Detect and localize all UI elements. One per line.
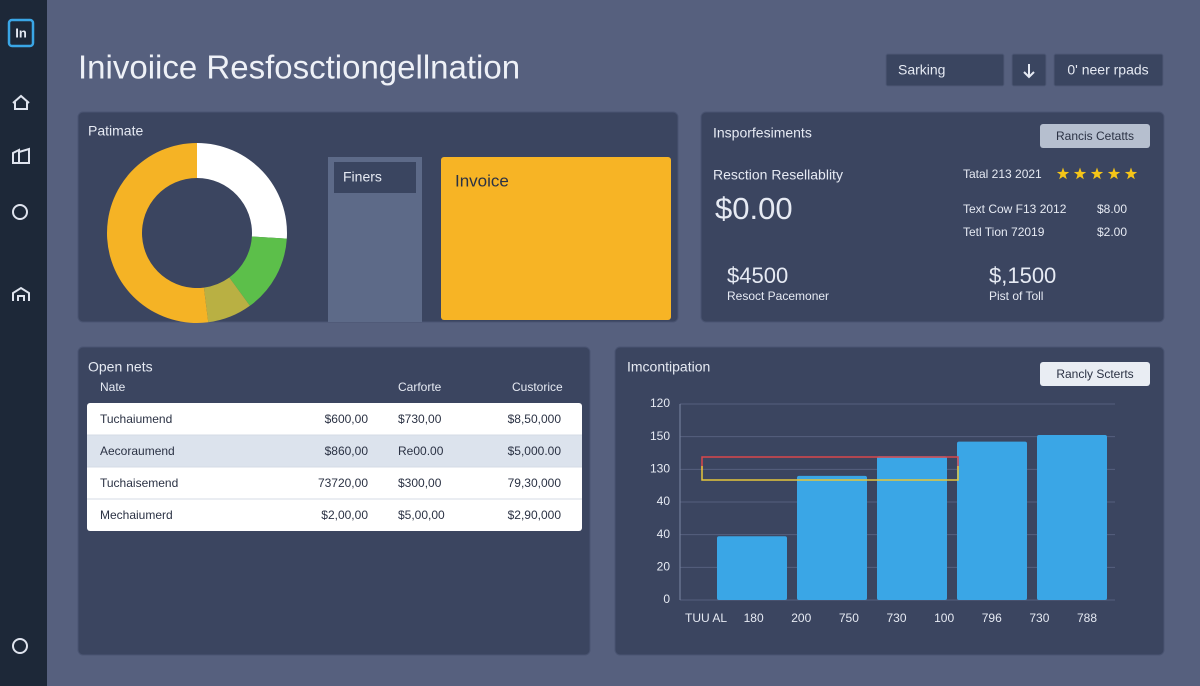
tab-text: Finers [343, 169, 382, 185]
help-icon[interactable] [12, 638, 28, 654]
chart-title: Imcontipation [627, 359, 710, 375]
summary-button-text: Rancis Cetatts [1056, 129, 1134, 143]
reports-icon[interactable] [12, 147, 30, 164]
cell: $860,00 [325, 444, 369, 458]
table-title: Open nets [88, 359, 153, 375]
overlay-line [701, 466, 959, 481]
cell: Tuchaisemend [100, 476, 178, 490]
cell: Aecoraumend [100, 444, 175, 458]
search-box[interactable] [885, 53, 1005, 87]
cell: $8,50,000 [508, 412, 562, 426]
y-tick-label: 120 [650, 396, 670, 410]
cell: $5,00,00 [398, 508, 445, 522]
cell: $600,00 [325, 412, 369, 426]
bar [957, 441, 1027, 600]
bar [1037, 435, 1107, 600]
time-icon[interactable] [12, 204, 28, 220]
y-tick-label: 150 [650, 429, 670, 443]
cell: 79,30,000 [508, 476, 562, 490]
summary-title: Insporfesiments [713, 125, 812, 141]
stat-label: Resoct Pacemoner [727, 289, 829, 303]
cell: 73720,00 [318, 476, 368, 490]
x-tick-label: 100 [934, 611, 954, 625]
action-button[interactable] [1053, 53, 1164, 87]
y-tick-label: 20 [657, 560, 671, 574]
column-header: Custorice [512, 380, 563, 394]
donut-segment [229, 236, 287, 306]
star [1090, 167, 1104, 180]
y-tick-label: 130 [650, 462, 670, 476]
stat-label: Pist of Toll [989, 289, 1043, 303]
invoice-card-title: Invoice [455, 171, 509, 190]
donut-segment [107, 143, 209, 323]
summary-line-value: $2.00 [1097, 225, 1127, 239]
star [1073, 167, 1087, 180]
donut-segment [203, 277, 250, 323]
column-header: Carforte [398, 380, 442, 394]
stat-value: $4500 [727, 263, 788, 288]
page-title: Inivoiice Resfosctiongellnation [78, 49, 520, 86]
cell: Tuchaiumend [100, 412, 172, 426]
cell: $5,000.00 [508, 444, 562, 458]
summary-panel [700, 111, 1165, 323]
summary-button[interactable] [1040, 124, 1150, 148]
column-header: Nate [100, 380, 126, 394]
logo: In [15, 25, 27, 40]
star [1056, 167, 1070, 180]
bar-chart: 0 20 40 40 130 150 120 TUU AL 180 200 750 730 100 796… [650, 396, 1115, 625]
chart-button-text: Rancly Scterts [1056, 367, 1133, 381]
bar [797, 475, 867, 600]
y-tick-label: 0 [663, 592, 670, 606]
summary-line-label: Tetl Tion 72019 [963, 225, 1045, 239]
x-tick-label: 750 [839, 611, 859, 625]
x-tick-label: 180 [744, 611, 764, 625]
action-text: 0' neer rpads [1067, 62, 1148, 78]
logo-box[interactable] [7, 18, 35, 48]
bar [717, 536, 787, 600]
sidebar [0, 0, 47, 686]
x-tick-label: 796 [982, 611, 1002, 625]
overview-title: Patimate [88, 123, 143, 139]
summary-line-value: $8.00 [1097, 202, 1127, 216]
bar [877, 456, 947, 600]
building-icon[interactable] [12, 286, 30, 301]
x-tick-label: 730 [1029, 611, 1049, 625]
summary-line-label: Text Cow F13 2012 [963, 202, 1067, 216]
cell: $300,00 [398, 476, 442, 490]
cell: $2,00,00 [321, 508, 368, 522]
y-tick-label: 40 [657, 494, 671, 508]
summary-subtitle: Resction Resellablity [713, 167, 843, 183]
star [1107, 167, 1121, 180]
cell: $730,00 [398, 412, 442, 426]
table-rows: Tuchaiumend $600,00 $730,00 $8,50,000 Aecora… [87, 412, 582, 522]
overlay-line [701, 456, 959, 470]
invoice-card[interactable] [441, 157, 671, 320]
tab[interactable] [334, 162, 416, 193]
cell: Re00.00 [398, 444, 444, 458]
x-tick-label: 730 [886, 611, 906, 625]
x-tick-label: 788 [1077, 611, 1097, 625]
summary-amount: $0.00 [715, 191, 793, 226]
search-text: Sarking [898, 62, 945, 78]
chart-button[interactable] [1040, 362, 1150, 386]
download-icon [1023, 64, 1035, 79]
row-highlight[interactable] [87, 435, 582, 467]
cell: $2,90,000 [508, 508, 562, 522]
cell: Mechaiumerd [100, 508, 173, 522]
y-tick-label: 40 [657, 527, 671, 541]
home-icon[interactable] [12, 94, 30, 110]
x-tick-label: TUU AL [685, 611, 727, 625]
donut [107, 143, 287, 323]
rating-stars [1056, 167, 1138, 180]
star [1124, 167, 1138, 180]
rating-label: Tatal 213 2021 [963, 167, 1042, 181]
donut-segment [197, 143, 287, 239]
stat-value: $,1500 [989, 263, 1056, 288]
x-tick-label: 200 [791, 611, 811, 625]
